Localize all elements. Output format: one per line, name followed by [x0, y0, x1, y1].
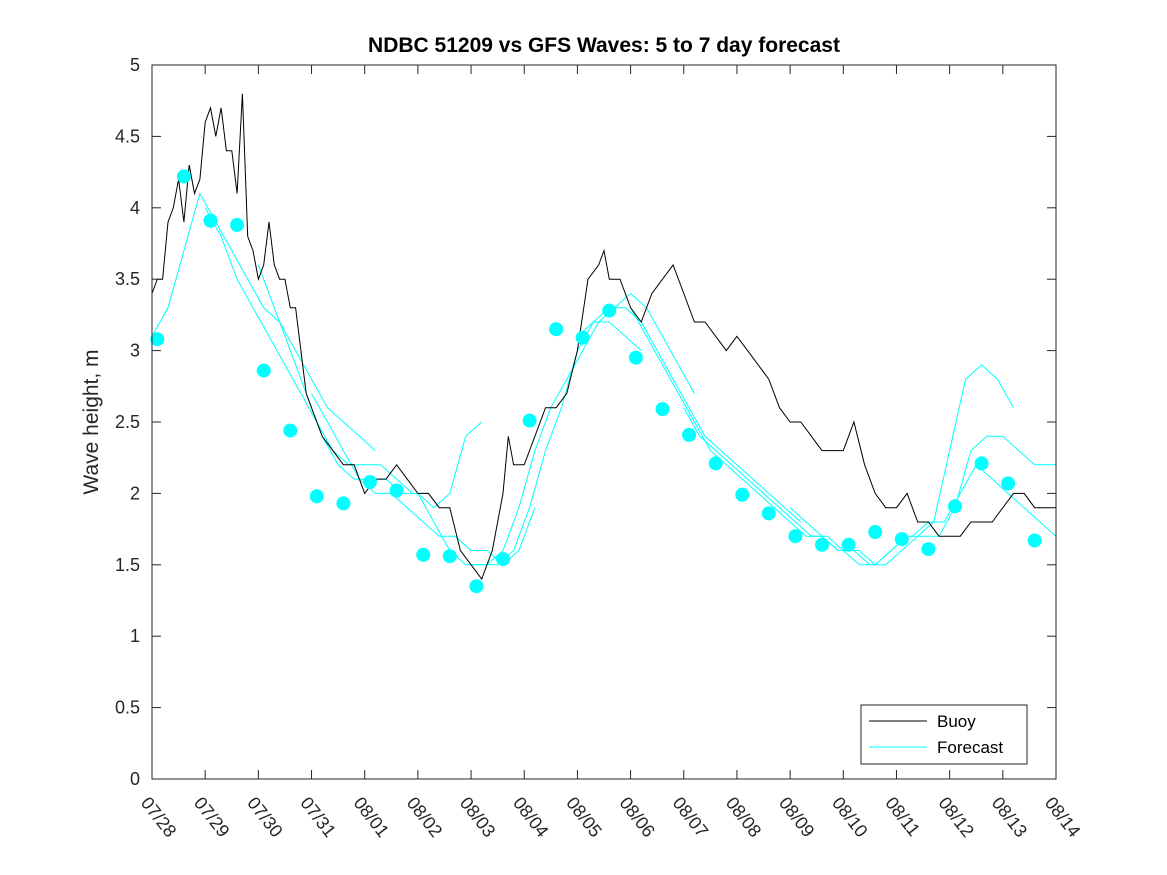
legend-buoy-label: Buoy: [937, 712, 976, 731]
forecast-marker: [1027, 533, 1042, 548]
y-tick-label: 3.5: [115, 269, 140, 289]
x-tick-label: 07/28: [137, 793, 180, 841]
x-tick-label: 08/03: [456, 793, 499, 841]
x-tick-label: 08/11: [881, 793, 924, 840]
x-tick-label: 08/09: [775, 793, 818, 841]
y-tick-label: 0.5: [115, 698, 140, 718]
chart-title: NDBC 51209 vs GFS Waves: 5 to 7 day fore…: [368, 34, 840, 57]
forecast-marker: [283, 423, 298, 438]
y-tick-label: 3: [130, 341, 140, 361]
forecast-run-line-0: [151, 192, 376, 451]
x-tick-label: 08/14: [1041, 793, 1084, 841]
forecast-marker: [1001, 476, 1016, 491]
forecast-marker: [602, 303, 617, 318]
y-axis-label: Wave height, m: [80, 349, 103, 494]
forecast-marker: [868, 525, 883, 539]
y-tick-label: 2: [130, 483, 140, 503]
forecast-marker: [256, 363, 271, 378]
x-tick-label: 07/31: [296, 793, 339, 841]
x-tick-label: 08/04: [509, 793, 552, 841]
forecast-marker: [815, 537, 829, 552]
forecast-marker: [921, 542, 936, 557]
y-tick-label: 4.5: [115, 126, 140, 146]
x-tick-label: 08/01: [350, 793, 393, 841]
forecast-marker: [948, 499, 962, 514]
legend-forecast-label: Forecast: [937, 738, 1003, 757]
y-tick-label: 1.5: [115, 555, 140, 575]
forecast-marker: [522, 413, 537, 428]
forecast-marker: [363, 475, 377, 489]
x-tick-label: 08/06: [615, 793, 658, 841]
forecast-marker: [203, 213, 218, 228]
forecast-marker: [841, 537, 856, 552]
x-tick-label: 08/12: [934, 793, 977, 841]
forecast-marker: [230, 217, 245, 232]
y-tick-label: 5: [130, 55, 140, 75]
series-layer: [150, 93, 1057, 594]
forecast-marker: [628, 350, 643, 365]
forecast-marker: [761, 506, 776, 521]
forecast-marker: [309, 489, 324, 504]
x-tick-label: 08/08: [722, 793, 765, 841]
forecast-marker: [389, 483, 404, 498]
y-axis: 0 0.5 1 1.5 2 2.5 3 3.5 4 4.5 5: [115, 55, 1056, 789]
legend: Buoy Forecast: [860, 704, 1028, 765]
forecast-marker: [496, 552, 510, 567]
forecast-marker: [469, 579, 484, 594]
plot-area: [152, 65, 1056, 779]
forecast-marker: [150, 332, 165, 347]
y-tick-label: 0: [130, 769, 140, 789]
forecast-marker: [442, 549, 457, 564]
x-tick-label: 08/13: [988, 793, 1031, 841]
forecast-marker: [575, 330, 590, 345]
forecast-marker: [682, 427, 697, 442]
forecast-marker: [549, 322, 564, 337]
forecast-marker: [894, 532, 909, 547]
x-tick-label: 08/07: [669, 793, 712, 841]
x-tick-label: 08/02: [403, 793, 446, 841]
x-tick-label: 07/30: [243, 793, 286, 841]
y-tick-label: 2.5: [115, 412, 140, 432]
forecast-marker: [708, 456, 723, 471]
forecast-marker: [655, 402, 670, 417]
y-tick-label: 1: [130, 626, 140, 646]
legend-box: [860, 704, 1028, 765]
forecast-marker: [176, 169, 191, 184]
x-tick-label: 08/05: [562, 793, 605, 841]
forecast-marker: [974, 456, 989, 471]
forecast-marker: [336, 496, 351, 511]
forecast-marker: [735, 487, 750, 502]
y-tick-label: 4: [130, 198, 140, 218]
x-tick-label: 08/10: [828, 793, 871, 841]
forecast-marker: [416, 547, 431, 562]
forecast-run-line-5: [471, 292, 695, 566]
x-tick-label: 07/29: [190, 793, 233, 841]
buoy-line: [151, 93, 1056, 581]
forecast-marker: [788, 529, 803, 544]
